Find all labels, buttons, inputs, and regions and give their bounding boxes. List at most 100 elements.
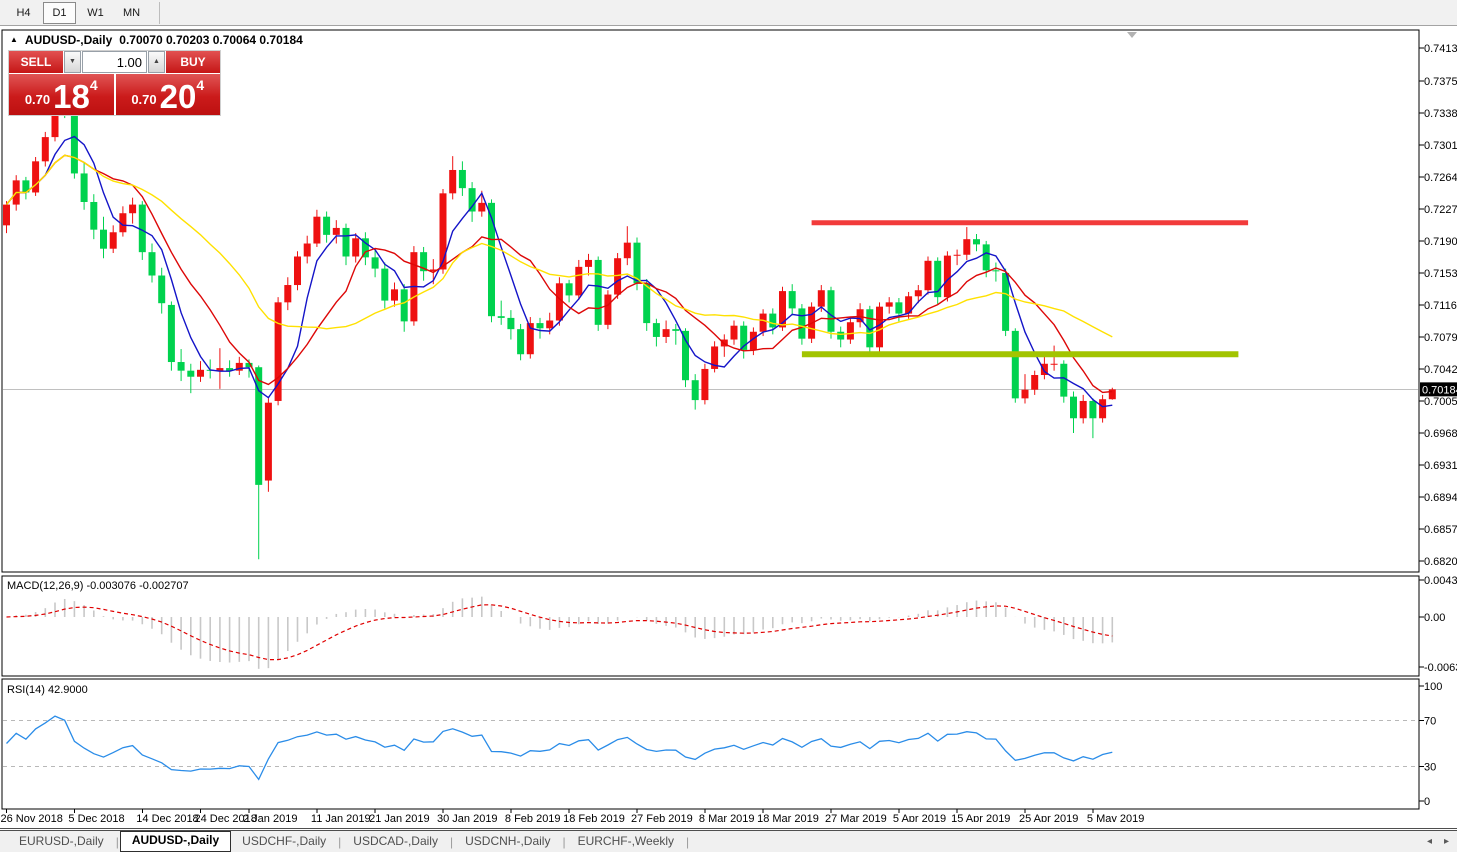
tab-audusd-daily[interactable]: AUDUSD-,Daily xyxy=(119,831,232,852)
main-pane-frame[interactable] xyxy=(1,29,1420,573)
volume-decrease-icon[interactable]: ▼ xyxy=(64,51,81,73)
candle-body xyxy=(439,193,447,270)
chart-title: ▲ AUDUSD-,Daily 0.70070 0.70203 0.70064 … xyxy=(10,33,303,47)
candle-body xyxy=(158,275,166,304)
candle-body xyxy=(255,367,263,485)
candle-body xyxy=(1060,363,1068,397)
candle-body xyxy=(963,239,971,255)
macd-indicator-label: MACD(12,26,9) -0.003076 -0.002707 xyxy=(7,580,189,592)
ohlc-values: 0.70070 0.70203 0.70064 0.70184 xyxy=(119,33,303,47)
candle-body xyxy=(245,362,253,368)
candle-body xyxy=(517,329,525,355)
candle-body xyxy=(391,289,398,301)
x-axis-label: 8 Feb 2019 xyxy=(505,813,561,822)
candle-body xyxy=(420,252,428,272)
x-axis-label: 18 Feb 2019 xyxy=(563,813,625,822)
candle-body xyxy=(691,380,699,401)
candle-body xyxy=(342,227,350,257)
tab-eurchf-weekly[interactable]: EURCHF-,Weekly xyxy=(577,834,675,848)
candle-body xyxy=(1021,389,1029,399)
candle-body xyxy=(1040,363,1048,376)
candle-body xyxy=(100,229,107,249)
tab-scroll-right-icon[interactable]: ▸ xyxy=(1443,836,1449,847)
candle-body xyxy=(769,313,777,328)
x-axis-label: 25 Apr 2019 xyxy=(1019,813,1078,822)
candle-body xyxy=(332,227,340,235)
tab-usdcnh-daily[interactable]: USDCNH-,Daily xyxy=(465,834,551,848)
candle-body xyxy=(614,258,622,295)
candle-body xyxy=(575,266,583,296)
buy-button[interactable]: BUY xyxy=(166,51,220,73)
sell-button[interactable]: SELL xyxy=(9,51,63,73)
tab-usdcad-daily[interactable]: USDCAD-,Daily xyxy=(353,834,438,848)
candle-body xyxy=(1108,389,1116,400)
x-axis-label: 27 Mar 2019 xyxy=(825,813,887,822)
candle-body xyxy=(953,254,961,256)
rsi-indicator-label: RSI(14) 42.9000 xyxy=(7,684,88,696)
collapse-panel-icon[interactable]: ▲ xyxy=(10,35,18,44)
volume-increase-icon[interactable]: ▲ xyxy=(148,51,165,73)
candle-body xyxy=(352,238,360,257)
volume-input[interactable] xyxy=(82,51,147,73)
x-axis-label: 21 Jan 2019 xyxy=(369,813,430,822)
candle-body xyxy=(672,329,680,331)
sell-price-box[interactable]: 0.70 18 4 xyxy=(9,74,114,115)
timeframe-button-mn[interactable]: MN xyxy=(122,6,141,19)
trade-prices-row: 0.70 18 4 0.70 20 4 xyxy=(9,74,220,115)
candle-body xyxy=(856,309,864,323)
macd-axis-label: -0.00637 xyxy=(1424,662,1457,674)
x-axis-label: 2 Jan 2019 xyxy=(243,813,297,822)
candle-body xyxy=(429,269,437,272)
candle-body xyxy=(934,260,942,298)
candle-body xyxy=(51,100,59,138)
candle-body xyxy=(846,322,854,340)
candle-body xyxy=(623,242,631,259)
macd-axis-label: 0.00 xyxy=(1424,612,1445,624)
candle-body xyxy=(1070,396,1077,419)
candle-body xyxy=(914,290,922,297)
x-axis-label: 27 Feb 2019 xyxy=(631,813,693,822)
candle-body xyxy=(1002,272,1010,331)
scroll-to-end-icon[interactable] xyxy=(1127,32,1137,38)
candle-body xyxy=(507,317,515,330)
timeframe-button-d1[interactable]: D1 xyxy=(43,1,76,24)
candle-body xyxy=(817,290,825,307)
timeframe-button-h4[interactable]: H4 xyxy=(16,6,31,19)
candle-body xyxy=(876,306,883,348)
candle-body xyxy=(313,216,321,244)
candle-body xyxy=(458,169,466,189)
x-axis-label: 18 Mar 2019 xyxy=(757,813,819,822)
candle-body xyxy=(788,291,796,309)
candle-body xyxy=(837,331,845,340)
current-price-tag-label: 0.70184 xyxy=(1422,384,1457,396)
candle-body xyxy=(264,402,272,481)
macd-axis-label: 0.004331 xyxy=(1424,575,1457,587)
tab-eurusd-daily[interactable]: EURUSD-,Daily xyxy=(19,834,104,848)
candle-body xyxy=(148,252,156,276)
symbol-tabbar: EURUSD-,Daily | AUDUSD-,Daily USDCHF-,Da… xyxy=(0,831,1457,852)
x-axis-label: 8 Mar 2019 xyxy=(699,813,755,822)
candle-body xyxy=(682,330,689,381)
tab-usdchf-daily[interactable]: USDCHF-,Daily xyxy=(242,834,327,848)
candle-body xyxy=(497,316,505,318)
candle-body xyxy=(274,302,282,401)
tab-scroll-left-icon[interactable]: ◂ xyxy=(1426,836,1432,847)
timeframe-button-w1[interactable]: W1 xyxy=(87,6,104,19)
buy-price-box[interactable]: 0.70 20 4 xyxy=(115,74,220,115)
candle-body xyxy=(216,368,224,371)
x-axis-label: 5 May 2019 xyxy=(1087,813,1144,822)
candle-body xyxy=(294,256,301,286)
sell-price-prefix: 0.70 xyxy=(24,92,51,107)
candle-body xyxy=(526,323,534,355)
candle-body xyxy=(138,204,146,253)
candle-body xyxy=(633,242,641,284)
candle-body xyxy=(177,362,185,371)
trade-controls-row: SELL ▼ ▲ BUY xyxy=(9,51,220,73)
candle-body xyxy=(973,239,980,245)
